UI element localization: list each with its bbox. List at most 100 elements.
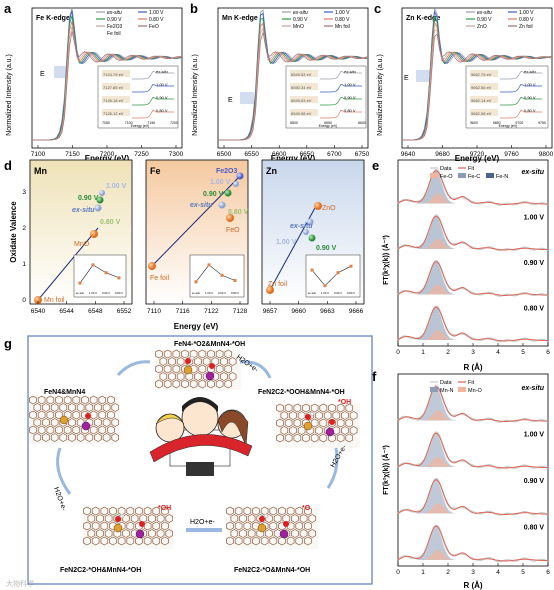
legend-e-item-2: Fe-O bbox=[440, 174, 453, 180]
d-zn-100-point bbox=[303, 229, 309, 235]
f-shade2-2 bbox=[423, 503, 453, 514]
f-row-label-1: 1.00 V bbox=[524, 432, 545, 439]
legend-c: ex-situ 1.00 V 0.90 V 0.80 V ZnO Zn foil bbox=[466, 10, 534, 30]
d-fe-inset-point-1 bbox=[207, 263, 211, 267]
g-slab-0-o-atom bbox=[209, 363, 215, 369]
legend-f-swatch-2 bbox=[430, 387, 438, 392]
d-fe-label-feo: FeO bbox=[226, 227, 240, 234]
g-slab-1 bbox=[29, 395, 120, 444]
d-mn-title: Mn bbox=[34, 166, 47, 176]
inset-b-series-3: 0.80 V bbox=[344, 108, 356, 113]
panel-b: b Normalized Intensity (a.u.) Mn K-edge … bbox=[190, 1, 370, 163]
e-row-label-1: 1.00 V bbox=[524, 215, 545, 222]
g-label-2: FeN2C2-*OOH&MnN4-*OH bbox=[258, 389, 345, 396]
e0-b: E bbox=[228, 97, 233, 104]
inset-b-series-2: 0.90 V bbox=[344, 95, 356, 100]
title-a: Fe K-edge bbox=[36, 15, 70, 22]
xtick-c-0: 9640 bbox=[401, 151, 416, 158]
inset-c-xtick-1: 9650 bbox=[493, 121, 501, 125]
e-line-3-1 bbox=[397, 306, 549, 342]
d-mn-mno-point bbox=[90, 230, 98, 238]
inset-a-xtick-1: 7100 bbox=[125, 121, 133, 125]
panel-f: f FT(k²χ(k)) (Å⁻³) ex-situ 1.00 V 0.90 V 0.… bbox=[372, 369, 550, 590]
d-mn-xtick-0: 6540 bbox=[31, 308, 46, 315]
d-zn-title: Zn bbox=[266, 166, 277, 176]
legend-b-item-0: ex-situ bbox=[293, 10, 308, 16]
cartoon-legs bbox=[186, 462, 214, 476]
ylabel-c: Normalized Intensity (a.u.) bbox=[377, 54, 384, 136]
d-mn-inset-xtick-0: ex-situ bbox=[76, 291, 85, 295]
inset-a-line-0 bbox=[132, 70, 174, 80]
g-slab-4-o-atom bbox=[283, 521, 289, 527]
inset-c-xtick-0: 9600 bbox=[470, 121, 478, 125]
legend-b-item-3: 0.80 V bbox=[335, 17, 350, 23]
inset-a-series-1: 1.00 V bbox=[156, 82, 168, 87]
g-species-2: *O bbox=[302, 505, 311, 512]
inset-b-value-3: 6549.58 eV bbox=[291, 111, 312, 116]
xtick-c-2: 9720 bbox=[470, 151, 485, 158]
e0-a: E bbox=[40, 71, 45, 78]
panel-letter-f: f bbox=[372, 369, 377, 384]
d-fe-title: Fe bbox=[150, 166, 161, 176]
legend-a-item-2: 0.90 V bbox=[107, 17, 122, 23]
inset-c-line-3 bbox=[500, 109, 542, 119]
arrow-step2 bbox=[239, 360, 272, 379]
watermark: 大物科学 bbox=[6, 579, 34, 588]
inset-c-value-1: 9662.56 eV bbox=[471, 85, 492, 90]
legend-e-item-0: Data bbox=[440, 166, 453, 172]
d-mn-inset-xtick-2: 0.90 V bbox=[102, 291, 110, 295]
d-fe-foil-point bbox=[148, 262, 156, 270]
xtick-b-5: 6750 bbox=[355, 151, 370, 158]
d-zn-090-point bbox=[308, 234, 316, 242]
xtick-a-3: 7250 bbox=[134, 151, 149, 158]
inset-a-series-2: 0.90 V bbox=[156, 95, 168, 100]
inset-a-line-2 bbox=[132, 96, 174, 106]
inset-b-xtick-0: 6500 bbox=[290, 121, 298, 125]
xtick-e-6: 6 bbox=[546, 349, 550, 356]
inset-b-line-2 bbox=[320, 96, 362, 106]
xtick-e-3: 3 bbox=[471, 349, 475, 356]
inset-b-value-2: 6549.83 eV bbox=[291, 98, 312, 103]
legend-e-item-4: Fe-N bbox=[496, 174, 508, 180]
inset-a-xtick-3: 7200 bbox=[170, 121, 178, 125]
legend-e-swatch-4 bbox=[486, 173, 494, 178]
xlabel-c: Energy (eV) bbox=[455, 154, 500, 163]
ylabel-d: Oxidate Valence bbox=[9, 201, 18, 263]
d-zn-zno-point bbox=[314, 202, 322, 210]
d-zn-inset-xtick-2: 0.90 V bbox=[334, 291, 342, 295]
g-slab-4 bbox=[226, 506, 318, 549]
xlabel-e: R (Å) bbox=[463, 363, 482, 372]
g-slab-2-fe-atom bbox=[303, 421, 313, 431]
f-shade2-0 bbox=[423, 410, 453, 421]
panel-letter-b: b bbox=[190, 1, 198, 16]
f-shade2-1 bbox=[423, 456, 453, 467]
d-zn-xtick-3: 9666 bbox=[349, 308, 364, 315]
legend-f-item-2: Mn-N bbox=[440, 388, 453, 394]
legend-a-item-3: 0.80 V bbox=[149, 17, 164, 23]
g-slab-0 bbox=[155, 349, 241, 390]
inset-a-line-1 bbox=[132, 83, 174, 93]
d-zn-inset-point-3 bbox=[349, 264, 353, 268]
inset-b-xlabel: Energy (eV) bbox=[319, 124, 338, 128]
g-slab-0-fe-atom bbox=[183, 365, 193, 375]
d-fe-inset-point-2 bbox=[220, 273, 224, 277]
d-mn-inset-point-1 bbox=[91, 263, 95, 267]
g-slab-4-o2-atom bbox=[259, 516, 265, 522]
d-zn-inset-point-1 bbox=[323, 284, 327, 288]
e-row-label-0: ex-situ bbox=[521, 169, 544, 176]
inset-c-xlabel: Energy (eV) bbox=[499, 124, 518, 128]
legend-c-item-4: ZnO bbox=[477, 24, 487, 30]
legend-a-item-0: ex-situ bbox=[107, 10, 122, 16]
inset-a-series-3: 0.80 V bbox=[156, 108, 168, 113]
d-mn-label-090: 0.90 V bbox=[78, 195, 99, 202]
panel-c: c Normalized Intensity (a.u.) Zn K-edge … bbox=[374, 1, 554, 163]
panel-e: e FT(k²χ(k)) (Å⁻³) ex-situ 1.00 V 0.90 V 0.… bbox=[372, 158, 550, 372]
f-line-2-1 bbox=[397, 479, 549, 515]
d-zn-label-foil: Zn foil bbox=[268, 281, 288, 288]
legend-e-swatch-2 bbox=[430, 173, 438, 178]
legend-b-item-2: 0.90 V bbox=[293, 17, 308, 23]
g-slab-0-o2-atom bbox=[185, 358, 191, 364]
xtick-f-6: 6 bbox=[546, 569, 550, 576]
legend-f-item-3: Mn-O bbox=[468, 388, 482, 394]
